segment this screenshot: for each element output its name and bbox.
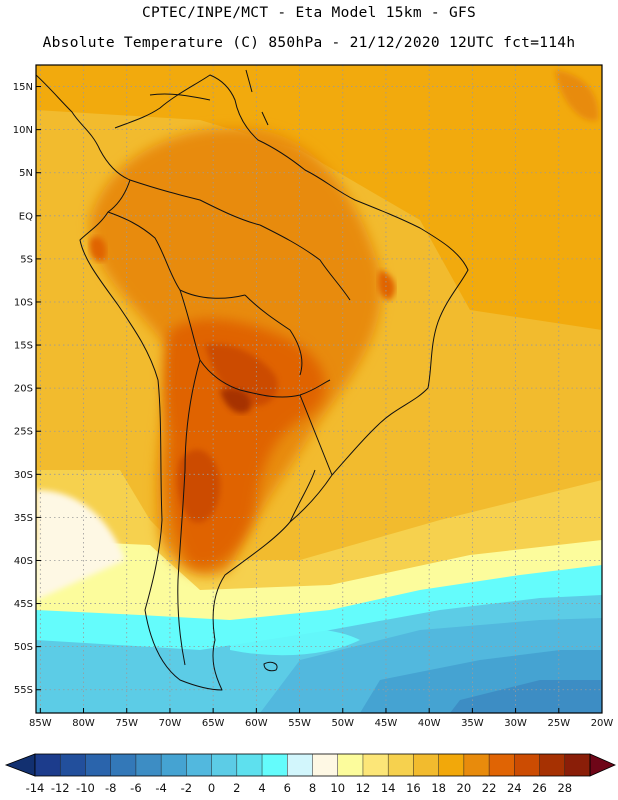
lat-label: EQ xyxy=(19,211,33,222)
lon-label: 55W xyxy=(288,718,311,729)
colorbar-bin xyxy=(514,754,540,776)
colorbar-bin xyxy=(60,754,86,776)
colorbar-bin xyxy=(463,754,490,776)
lat-label: 5N xyxy=(19,168,33,179)
lon-label: 85W xyxy=(29,718,52,729)
map-frame xyxy=(35,64,603,714)
colorbar-label: 22 xyxy=(482,781,497,795)
lon-label: 70W xyxy=(159,718,182,729)
lat-label: 35S xyxy=(14,513,33,524)
colorbar-label: 28 xyxy=(557,781,572,795)
colorbar-label: 0 xyxy=(208,781,215,795)
colorbar xyxy=(4,753,616,777)
colorbar-label: 4 xyxy=(258,781,265,795)
lat-label: 10S xyxy=(14,297,33,308)
coastlines xyxy=(36,69,469,691)
colorbar-label: 24 xyxy=(507,781,522,795)
colorbar-bin xyxy=(35,754,61,776)
colorbar-label: -12 xyxy=(51,781,70,795)
colorbar-bin xyxy=(161,754,187,776)
lon-label: 30W xyxy=(504,718,527,729)
lat-label: 15N xyxy=(13,82,33,93)
colorbar-label: 26 xyxy=(532,781,547,795)
colorbar-labels: -14 -12 -10 -8 -6 -4 -2 0 2 4 6 8 10 12 14 16 18 20 22 24 26… xyxy=(26,781,572,795)
lon-label: 20W xyxy=(591,718,614,729)
colorbar-label: -4 xyxy=(155,781,166,795)
colorbar-bin xyxy=(135,754,162,776)
colorbar-bin xyxy=(110,754,137,776)
colorbar-label: 2 xyxy=(233,781,240,795)
colorbar-bin xyxy=(413,754,439,776)
title-line-1: CPTEC/INPE/MCT - Eta Model 15km - GFS xyxy=(141,5,477,21)
lat-label: 5S xyxy=(20,254,33,265)
lon-label: 50W xyxy=(331,718,354,729)
colorbar-label: 20 xyxy=(457,781,472,795)
graticule xyxy=(36,65,603,713)
colorbar-bin xyxy=(337,754,364,776)
colorbar-label: -14 xyxy=(26,781,45,795)
lon-label: 60W xyxy=(245,718,268,729)
colorbar-bin xyxy=(539,754,566,776)
temperature-field xyxy=(36,65,602,713)
lat-label: 20S xyxy=(14,384,33,395)
title-line-2: Absolute Temperature (C) 850hPa - 21/12/… xyxy=(42,35,576,51)
lat-label: 40S xyxy=(14,556,33,567)
colorbar-label: -10 xyxy=(76,781,95,795)
lat-label: 15S xyxy=(14,341,33,352)
falkland-islands xyxy=(263,661,278,672)
colorbar-bin xyxy=(362,754,389,776)
colorbar-bin xyxy=(438,754,465,776)
colorbar-bin xyxy=(287,754,313,776)
lon-label: 45W xyxy=(375,718,398,729)
longitude-labels: 85W 80W 75W 70W 65W 60W 55W 50W 45W 40W 35W 30W 25W 2… xyxy=(29,708,613,729)
colorbar-bin xyxy=(236,754,263,776)
colorbar-bin xyxy=(564,754,591,776)
colorbar-label: 18 xyxy=(431,781,446,795)
colorbar-bin xyxy=(312,754,339,776)
colorbar-bin xyxy=(489,754,515,776)
colorbar-label: -8 xyxy=(105,781,116,795)
latitude-labels: 15N 10N 5N EQ 5S 10S 15S 20S 25S 30S 35S 40S 45S 50S 5… xyxy=(13,82,41,696)
lon-label: 65W xyxy=(202,718,225,729)
lat-label: 25S xyxy=(14,427,33,438)
lon-label: 25W xyxy=(547,718,570,729)
lon-label: 80W xyxy=(72,718,95,729)
lat-label: 50S xyxy=(14,642,33,653)
colorbar-label: -2 xyxy=(181,781,192,795)
lat-label: 55S xyxy=(14,685,33,696)
lon-label: 40W xyxy=(418,718,441,729)
colorbar-label: 10 xyxy=(330,781,345,795)
colorbar-over-arrow xyxy=(589,753,616,777)
lon-label: 75W xyxy=(115,718,138,729)
colorbar-label: 8 xyxy=(309,781,316,795)
colorbar-bin xyxy=(211,754,238,776)
colorbar-bin xyxy=(186,754,212,776)
colorbar-under-arrow xyxy=(4,753,36,777)
colorbar-bin xyxy=(85,754,111,776)
lat-label: 10N xyxy=(13,125,33,136)
colorbar-label: 14 xyxy=(381,781,396,795)
lon-label: 35W xyxy=(461,718,484,729)
colorbar-bin xyxy=(388,754,414,776)
lat-label: 45S xyxy=(14,599,33,610)
lat-label: 30S xyxy=(14,470,33,481)
colorbar-label: 12 xyxy=(356,781,371,795)
colorbar-label: 6 xyxy=(284,781,291,795)
colorbar-bin xyxy=(262,754,288,776)
colorbar-label: 16 xyxy=(406,781,421,795)
colorbar-label: -6 xyxy=(130,781,141,795)
